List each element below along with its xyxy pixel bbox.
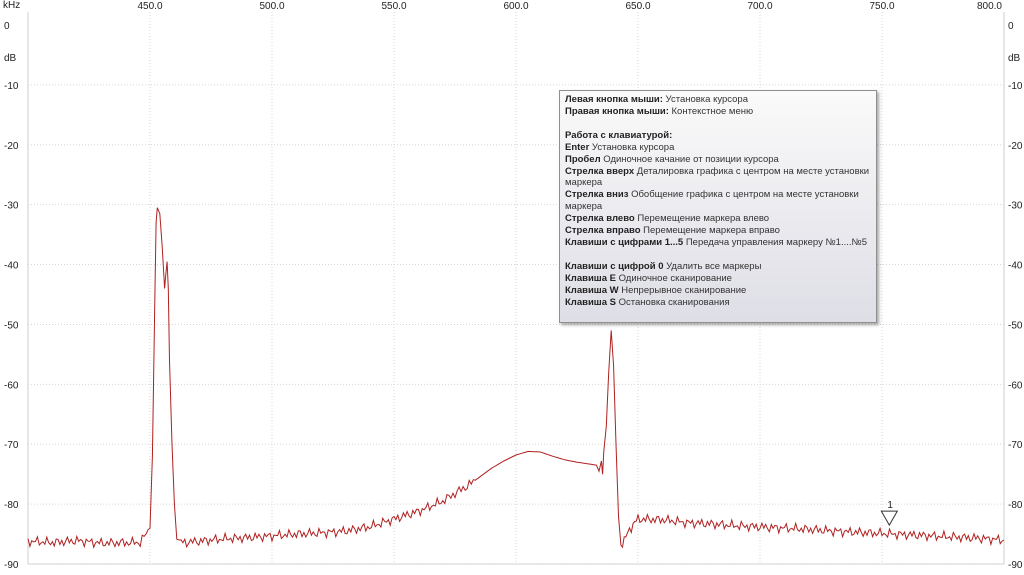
y-tick-label-left: -40	[4, 261, 19, 272]
right-zero-label: 0	[1008, 21, 1014, 32]
tooltip-key: Стрелка вниз	[565, 189, 629, 201]
y-unit-right: dB	[1008, 53, 1021, 64]
tooltip-desc: Одиночное качание от позиции курсора	[600, 153, 779, 165]
tooltip-line: Работа с клавиатурой:	[565, 130, 871, 142]
tooltip-line: Стрелка вправо Перемещение маркера вправ…	[565, 225, 871, 237]
tooltip-key: Работа с клавиатурой:	[565, 129, 673, 141]
tooltip-gap	[565, 118, 871, 130]
tick-labels: 450.0 500.0 550.0 600.0 650.0 700.0 750.0 800.0…	[4, 1, 1023, 571]
y-tick-label-right: -50	[1008, 320, 1023, 331]
y-tick-label-left: -60	[4, 380, 19, 391]
tooltip-line: Клавиша W Непрерывное сканирование	[565, 285, 871, 297]
tooltip-line: Клавиша E Одиночное сканирование	[565, 273, 871, 285]
tooltip-key: Пробел	[565, 153, 601, 165]
y-tick-label-right: -90	[1008, 560, 1023, 571]
tooltip-desc: Обобщение графика с центром на месте уст…	[565, 189, 859, 213]
y-tick-label-right: -10	[1008, 81, 1023, 92]
tooltip-key: Стрелка вверх	[565, 165, 635, 177]
tooltip-key: Enter	[565, 141, 590, 153]
tooltip-line: Правая кнопка мыши: Контекстное меню	[565, 106, 871, 118]
tooltip-line: Стрелка вниз Обобщение графика с центром…	[565, 189, 871, 213]
y-tick-label-right: -70	[1008, 440, 1023, 451]
tooltip-line: Enter Установка курсора	[565, 142, 871, 154]
tooltip-key: Клавиша E	[565, 272, 616, 284]
x-tick-label: 450.0	[137, 1, 162, 12]
tooltip-key: Клавиши с цифрами 1...5	[565, 236, 684, 248]
tooltip-gap	[565, 249, 871, 261]
y-tick-label-right: -30	[1008, 201, 1023, 212]
tooltip-line: Клавиша S Остановка сканирования	[565, 297, 871, 309]
y-unit-left: dB	[4, 53, 17, 64]
spectrum-trace	[27, 207, 1005, 549]
y-tick-label-left: -20	[4, 141, 19, 152]
x-tick-label: 550.0	[381, 1, 406, 12]
tooltip-desc: Остановка сканирования	[615, 296, 730, 308]
tooltip-line: Пробел Одиночное качание от позиции курс…	[565, 154, 871, 166]
tooltip-line: Левая кнопка мыши: Установка курсора	[565, 94, 871, 106]
x-tick-label: 800.0	[977, 1, 1002, 12]
tooltip-desc: Перемещение маркера вправо	[640, 225, 780, 237]
tooltip-desc: Установка курсора	[589, 141, 675, 153]
y-tick-label-left: -80	[4, 500, 19, 511]
markers[interactable]: 1	[880, 500, 899, 527]
marker-label: 1	[887, 500, 893, 511]
tooltip-desc: Контекстное меню	[668, 105, 754, 117]
y-tick-label-left: -30	[4, 201, 19, 212]
x-tick-label: 700.0	[747, 1, 772, 12]
tooltip-line: Клавиши с цифрой 0 Удалить все маркеры	[565, 261, 871, 273]
tooltip-key: Стрелка вправо	[565, 225, 641, 237]
x-unit-label: kHz	[3, 0, 20, 11]
tooltip-key: Правая кнопка мыши:	[565, 105, 669, 117]
tooltip-desc: Установка курсора	[662, 94, 748, 105]
y-tick-label-left: -10	[4, 81, 19, 92]
x-tick-label: 650.0	[625, 1, 650, 12]
marker-triangle[interactable]	[880, 510, 899, 527]
y-tick-label-right: -40	[1008, 261, 1023, 272]
tooltip-desc: Одиночное сканирование	[615, 272, 732, 284]
y-tick-label-right: -80	[1008, 500, 1023, 511]
y-tick-label-right: -20	[1008, 141, 1023, 152]
tooltip-key: Клавиша W	[565, 284, 619, 296]
x-tick-label: 750.0	[869, 1, 894, 12]
tooltip-desc: Передача управления маркеру №1....№5	[683, 236, 867, 248]
tooltip-key: Клавиша S	[565, 296, 616, 308]
y-tick-label-left: -50	[4, 320, 19, 331]
tooltip-desc: Перемещение маркера влево	[634, 213, 770, 225]
y-tick-label-left: -90	[4, 560, 19, 571]
x-tick-label: 600.0	[503, 1, 528, 12]
tooltip-desc: Непрерывное сканирование	[618, 284, 747, 296]
tooltip-desc: Деталировка графика с центром на месте у…	[565, 165, 870, 189]
tooltip-line: Клавиши с цифрами 1...5 Передача управле…	[565, 237, 871, 249]
tooltip-key: Клавиши с цифрой 0	[565, 260, 664, 272]
y-tick-label-left: -70	[4, 440, 19, 451]
tooltip-line: Стрелка влево Перемещение маркера влево	[565, 213, 871, 225]
tooltip-desc: Удалить все маркеры	[663, 260, 762, 272]
tooltip-line: Стрелка вверх Деталировка графика с цент…	[565, 166, 871, 190]
x-tick-label: 500.0	[259, 1, 284, 12]
left-zero-label: 0	[4, 21, 10, 32]
tooltip-key: Левая кнопка мыши:	[565, 94, 663, 105]
help-tooltip: Левая кнопка мыши: Установка курсора Прав…	[559, 90, 877, 323]
tooltip-key: Стрелка влево	[565, 213, 635, 225]
y-tick-label-right: -60	[1008, 380, 1023, 391]
